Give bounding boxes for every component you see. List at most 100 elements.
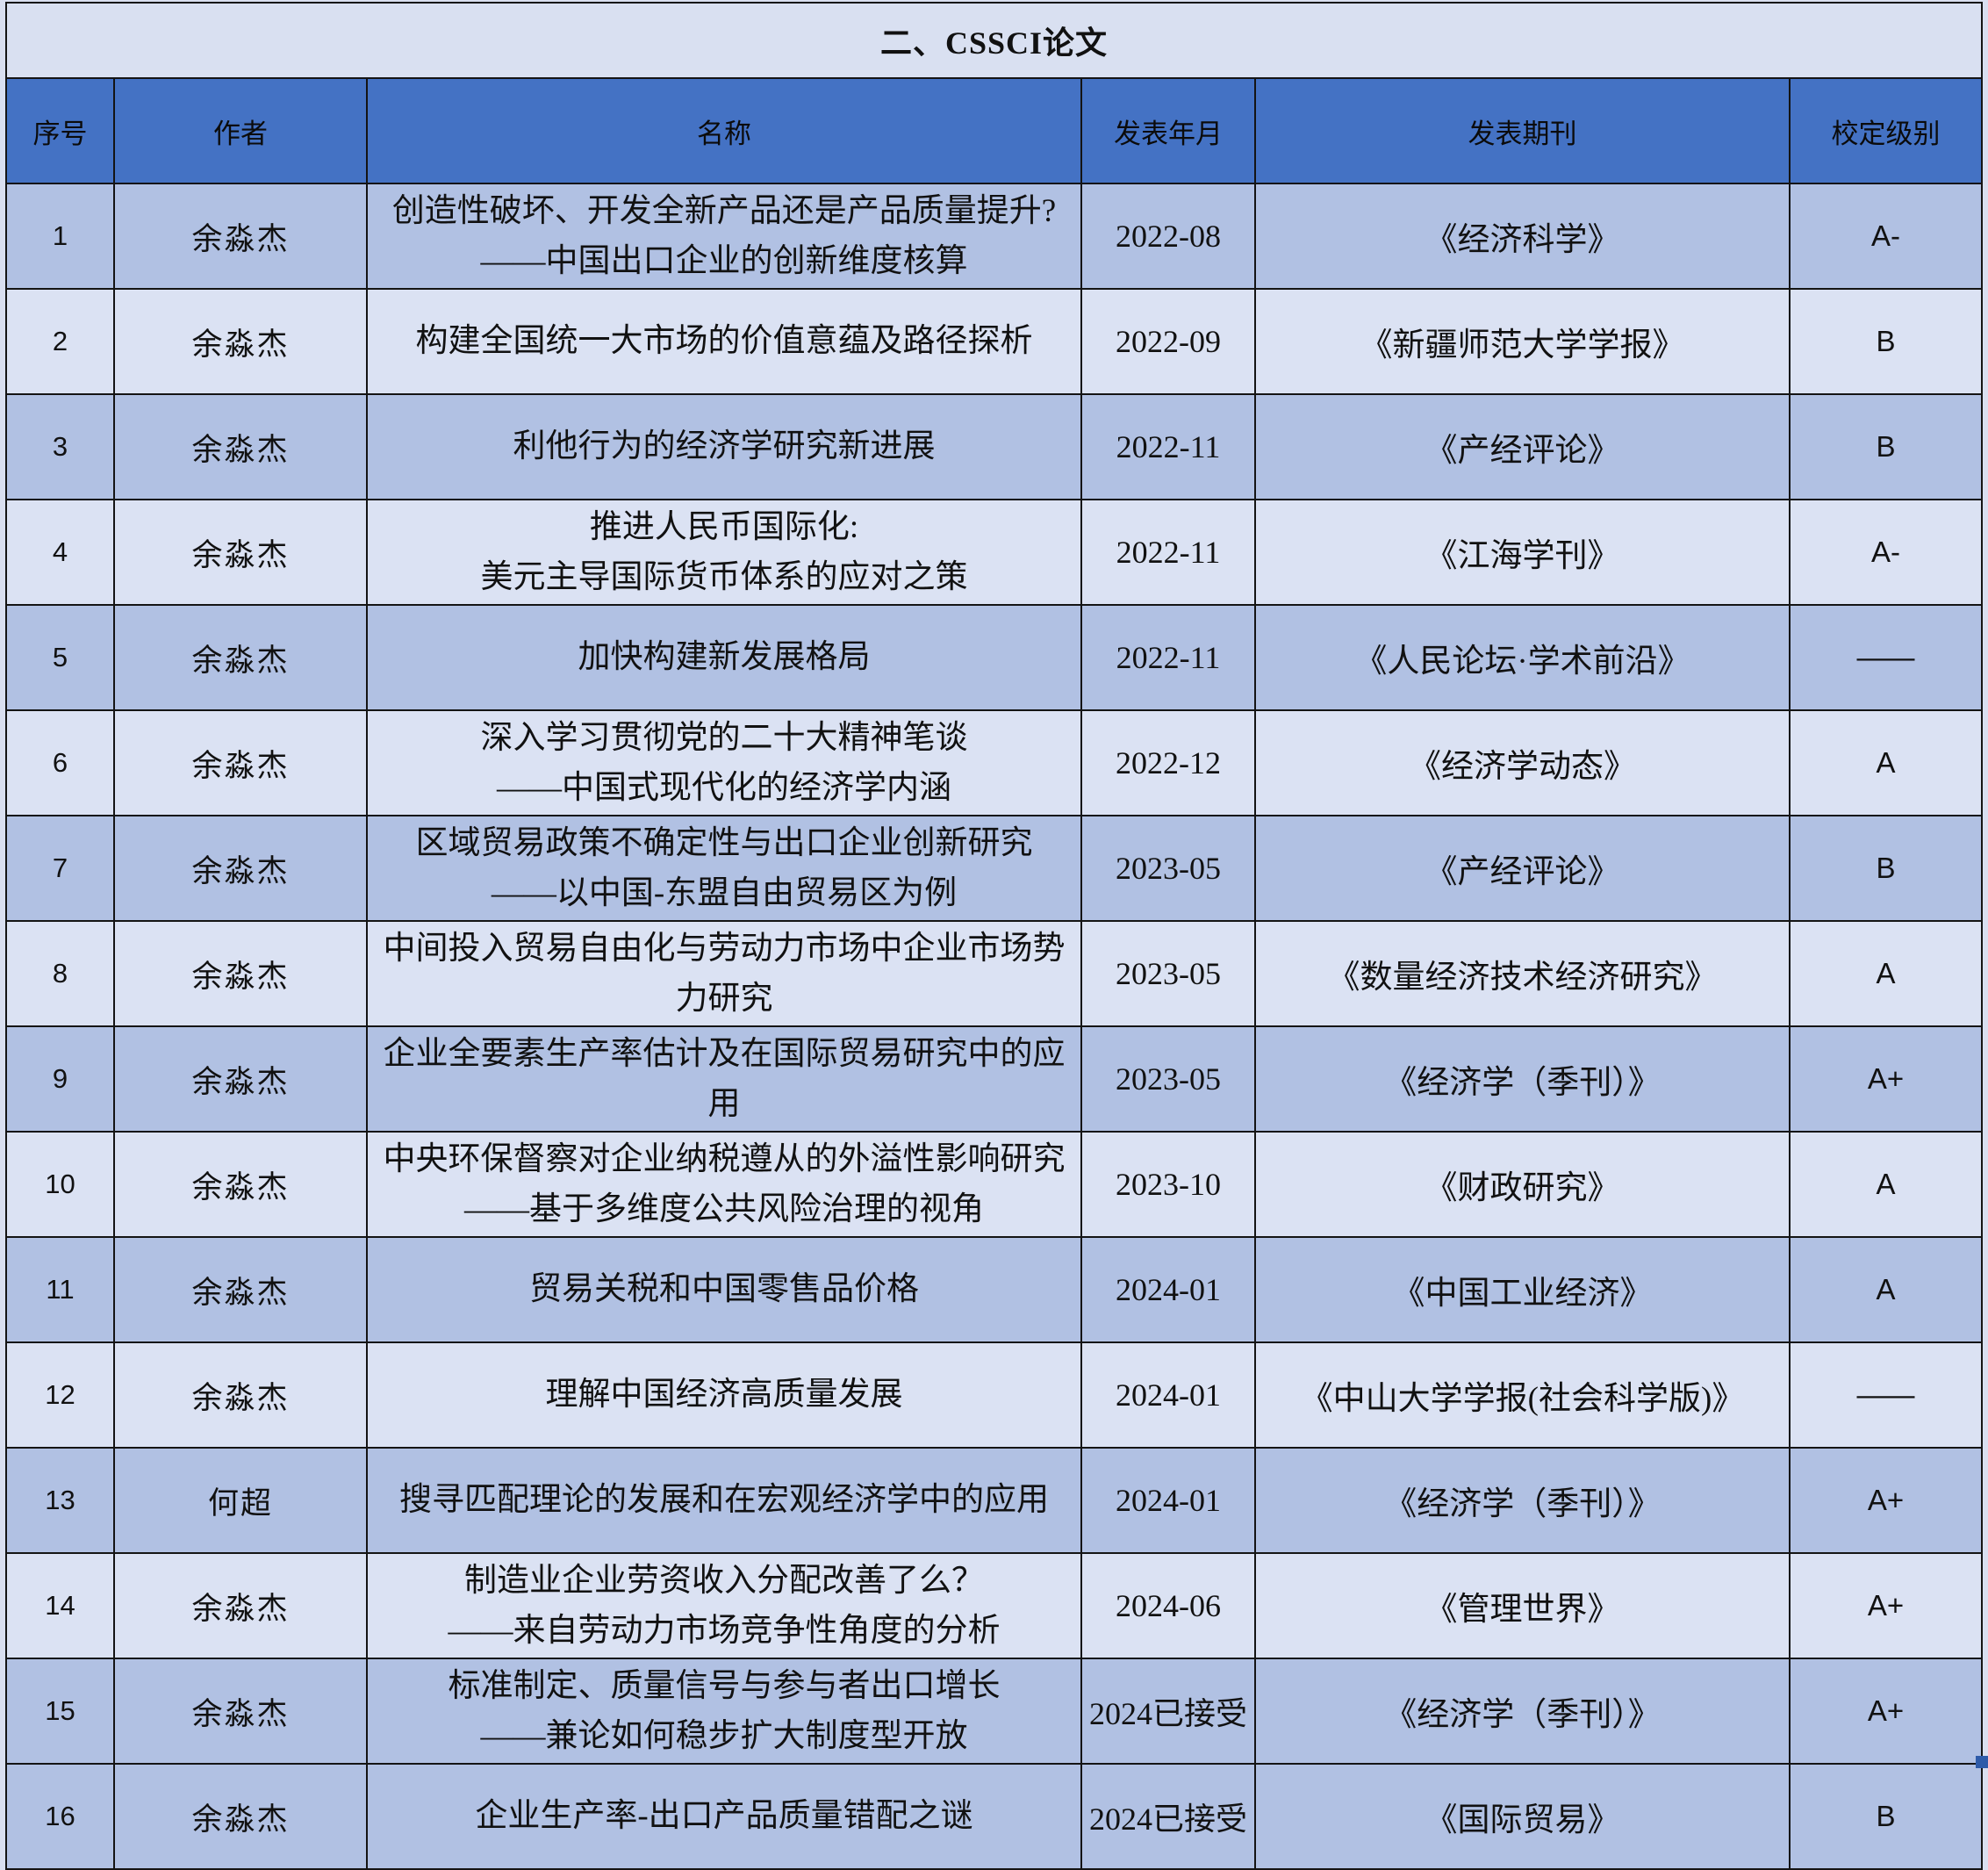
level-cell[interactable]: A+ bbox=[1788, 1658, 1984, 1765]
level-cell[interactable]: A bbox=[1788, 709, 1984, 816]
date-cell[interactable]: 2024-01 bbox=[1080, 1236, 1256, 1343]
title-cell[interactable]: 理解中国经济高质量发展 bbox=[366, 1341, 1082, 1449]
author-cell[interactable]: 何超 bbox=[113, 1447, 368, 1554]
date-cell[interactable]: 2024-06 bbox=[1080, 1552, 1256, 1659]
date-cell[interactable]: 2022-08 bbox=[1080, 183, 1256, 290]
header-date[interactable]: 发表年月 bbox=[1080, 77, 1256, 184]
date-cell[interactable]: 2024-01 bbox=[1080, 1447, 1256, 1554]
header-title[interactable]: 名称 bbox=[366, 77, 1082, 184]
journal-cell[interactable]: 《中山大学学报(社会科学版)》 bbox=[1254, 1341, 1791, 1449]
title-cell[interactable]: 搜寻匹配理论的发展和在宏观经济学中的应用 bbox=[366, 1447, 1082, 1554]
level-cell[interactable]: B bbox=[1788, 815, 1984, 922]
journal-cell[interactable]: 《中国工业经济》 bbox=[1254, 1236, 1791, 1343]
title-cell[interactable]: 贸易关税和中国零售品价格 bbox=[366, 1236, 1082, 1343]
seq-cell[interactable]: 5 bbox=[5, 604, 115, 711]
journal-cell[interactable]: 《经济学（季刊）》 bbox=[1254, 1658, 1791, 1765]
header-level[interactable]: 校定级别 bbox=[1788, 77, 1984, 184]
author-cell[interactable]: 余淼杰 bbox=[113, 815, 368, 922]
title-cell[interactable]: 中间投入贸易自由化与劳动力市场中企业市场势力研究 bbox=[366, 920, 1082, 1027]
seq-cell[interactable]: 12 bbox=[5, 1341, 115, 1449]
seq-cell[interactable]: 13 bbox=[5, 1447, 115, 1554]
journal-cell[interactable]: 《新疆师范大学学报》 bbox=[1254, 288, 1791, 395]
level-cell[interactable]: A bbox=[1788, 920, 1984, 1027]
title-cell[interactable]: 创造性破坏、开发全新产品还是产品质量提升? ——中国出口企业的创新维度核算 bbox=[366, 183, 1082, 290]
journal-cell[interactable]: 《经济学（季刊）》 bbox=[1254, 1447, 1791, 1554]
level-cell[interactable]: B bbox=[1788, 1763, 1984, 1870]
journal-cell[interactable]: 《产经评论》 bbox=[1254, 393, 1791, 500]
seq-cell[interactable]: 1 bbox=[5, 183, 115, 290]
journal-cell[interactable]: 《管理世界》 bbox=[1254, 1552, 1791, 1659]
journal-cell[interactable]: 《财政研究》 bbox=[1254, 1131, 1791, 1238]
author-cell[interactable]: 余淼杰 bbox=[113, 288, 368, 395]
journal-cell[interactable]: 《经济学动态》 bbox=[1254, 709, 1791, 816]
journal-cell[interactable]: 《人民论坛·学术前沿》 bbox=[1254, 604, 1791, 711]
author-cell[interactable]: 余淼杰 bbox=[113, 1341, 368, 1449]
title-cell[interactable]: 企业生产率-出口产品质量错配之谜 bbox=[366, 1763, 1082, 1870]
title-cell[interactable]: 企业全要素生产率估计及在国际贸易研究中的应用 bbox=[366, 1025, 1082, 1133]
author-cell[interactable]: 余淼杰 bbox=[113, 183, 368, 290]
date-cell[interactable]: 2024-01 bbox=[1080, 1341, 1256, 1449]
page-title[interactable]: 二、CSSCI论文 bbox=[4, 2, 1984, 79]
header-author[interactable]: 作者 bbox=[113, 77, 368, 184]
journal-cell[interactable]: 《经济科学》 bbox=[1254, 183, 1791, 290]
date-cell[interactable]: 2023-05 bbox=[1080, 815, 1256, 922]
seq-cell[interactable]: 2 bbox=[5, 288, 115, 395]
title-cell[interactable]: 区域贸易政策不确定性与出口企业创新研究 ——以中国-东盟自由贸易区为例 bbox=[366, 815, 1082, 922]
title-cell[interactable]: 构建全国统一大市场的价值意蕴及路径探析 bbox=[366, 288, 1082, 395]
seq-cell[interactable]: 7 bbox=[5, 815, 115, 922]
author-cell[interactable]: 余淼杰 bbox=[113, 1025, 368, 1133]
title-cell[interactable]: 加快构建新发展格局 bbox=[366, 604, 1082, 711]
date-cell[interactable]: 2024已接受 bbox=[1080, 1658, 1256, 1765]
author-cell[interactable]: 余淼杰 bbox=[113, 1236, 368, 1343]
date-cell[interactable]: 2022-09 bbox=[1080, 288, 1256, 395]
author-cell[interactable]: 余淼杰 bbox=[113, 1552, 368, 1659]
journal-cell[interactable]: 《江海学刊》 bbox=[1254, 499, 1791, 606]
seq-cell[interactable]: 10 bbox=[5, 1131, 115, 1238]
level-cell[interactable]: B bbox=[1788, 288, 1984, 395]
date-cell[interactable]: 2023-05 bbox=[1080, 920, 1256, 1027]
level-cell[interactable]: A+ bbox=[1788, 1552, 1984, 1659]
journal-cell[interactable]: 《经济学（季刊）》 bbox=[1254, 1025, 1791, 1133]
title-cell[interactable]: 推进人民币国际化: 美元主导国际货币体系的应对之策 bbox=[366, 499, 1082, 606]
selection-fill-handle[interactable] bbox=[1976, 1756, 1988, 1768]
title-cell[interactable]: 标准制定、质量信号与参与者出口增长 ——兼论如何稳步扩大制度型开放 bbox=[366, 1658, 1082, 1765]
seq-cell[interactable]: 8 bbox=[5, 920, 115, 1027]
author-cell[interactable]: 余淼杰 bbox=[113, 604, 368, 711]
seq-cell[interactable]: 6 bbox=[5, 709, 115, 816]
header-seq[interactable]: 序号 bbox=[5, 77, 115, 184]
seq-cell[interactable]: 15 bbox=[5, 1658, 115, 1765]
level-cell[interactable]: B bbox=[1788, 393, 1984, 500]
journal-cell[interactable]: 《数量经济技术经济研究》 bbox=[1254, 920, 1791, 1027]
journal-cell[interactable]: 《产经评论》 bbox=[1254, 815, 1791, 922]
level-cell[interactable]: A+ bbox=[1788, 1025, 1984, 1133]
date-cell[interactable]: 2023-05 bbox=[1080, 1025, 1256, 1133]
level-cell[interactable]: A bbox=[1788, 1236, 1984, 1343]
author-cell[interactable]: 余淼杰 bbox=[113, 709, 368, 816]
title-cell[interactable]: 制造业企业劳资收入分配改善了么？ ——来自劳动力市场竞争性角度的分析 bbox=[366, 1552, 1082, 1659]
seq-cell[interactable]: 16 bbox=[5, 1763, 115, 1870]
level-cell[interactable]: A- bbox=[1788, 499, 1984, 606]
title-cell[interactable]: 利他行为的经济学研究新进展 bbox=[366, 393, 1082, 500]
title-cell[interactable]: 深入学习贯彻党的二十大精神笔谈 ——中国式现代化的经济学内涵 bbox=[366, 709, 1082, 816]
level-cell[interactable]: —— bbox=[1788, 1341, 1984, 1449]
date-cell[interactable]: 2022-11 bbox=[1080, 499, 1256, 606]
level-cell[interactable]: —— bbox=[1788, 604, 1984, 711]
seq-cell[interactable]: 14 bbox=[5, 1552, 115, 1659]
author-cell[interactable]: 余淼杰 bbox=[113, 1658, 368, 1765]
author-cell[interactable]: 余淼杰 bbox=[113, 1131, 368, 1238]
date-cell[interactable]: 2022-12 bbox=[1080, 709, 1256, 816]
date-cell[interactable]: 2022-11 bbox=[1080, 604, 1256, 711]
header-journal[interactable]: 发表期刊 bbox=[1254, 77, 1791, 184]
journal-cell[interactable]: 《国际贸易》 bbox=[1254, 1763, 1791, 1870]
level-cell[interactable]: A- bbox=[1788, 183, 1984, 290]
level-cell[interactable]: A bbox=[1788, 1131, 1984, 1238]
seq-cell[interactable]: 4 bbox=[5, 499, 115, 606]
author-cell[interactable]: 余淼杰 bbox=[113, 920, 368, 1027]
date-cell[interactable]: 2023-10 bbox=[1080, 1131, 1256, 1238]
author-cell[interactable]: 余淼杰 bbox=[113, 1763, 368, 1870]
date-cell[interactable]: 2024已接受 bbox=[1080, 1763, 1256, 1870]
date-cell[interactable]: 2022-11 bbox=[1080, 393, 1256, 500]
title-cell[interactable]: 中央环保督察对企业纳税遵从的外溢性影响研究 ——基于多维度公共风险治理的视角 bbox=[366, 1131, 1082, 1238]
seq-cell[interactable]: 9 bbox=[5, 1025, 115, 1133]
author-cell[interactable]: 余淼杰 bbox=[113, 393, 368, 500]
